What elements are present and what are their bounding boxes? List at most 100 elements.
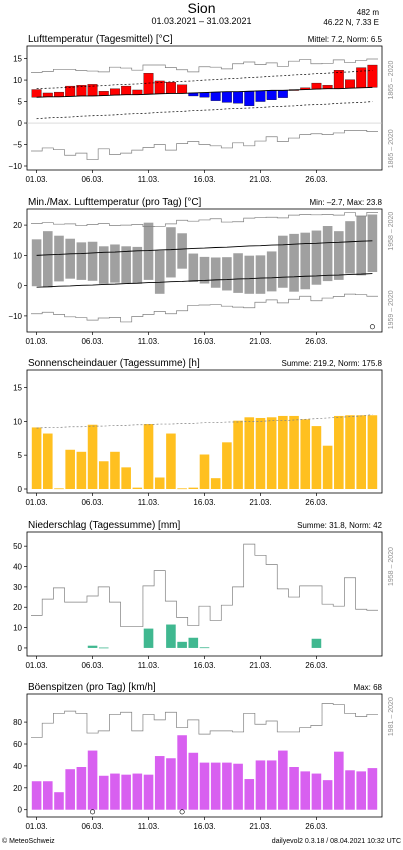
x-tick-label: 11.03.: [138, 822, 160, 831]
sunshine-bar: [143, 424, 154, 489]
record-max-line: [31, 58, 378, 73]
y-tick-label: 10: [13, 251, 22, 260]
gust-bar: [356, 771, 367, 810]
precipitation-bar: [98, 647, 109, 649]
temperature-bar: [311, 82, 322, 90]
temperature-bar: [221, 91, 232, 103]
min-max-bar: [76, 242, 87, 280]
min-max-bar: [222, 257, 232, 291]
temperature-bar: [244, 91, 255, 107]
norm-line: [36, 86, 373, 98]
gust-bar: [188, 752, 199, 810]
gust-bar: [143, 774, 154, 810]
record-max-line: [31, 212, 378, 227]
x-tick-label: 01.03.: [25, 822, 47, 831]
gust-bar: [300, 771, 311, 810]
sunshine-bar: [244, 417, 255, 489]
gust-bar: [311, 773, 322, 810]
x-tick-label: 21.03.: [249, 498, 271, 507]
x-tick-label: 21.03.: [249, 175, 271, 184]
gust-bar: [244, 779, 255, 810]
temperature-bar: [255, 90, 266, 102]
gust-bar: [266, 760, 277, 810]
coordinates-label: 46.22 N, 7.33 E: [323, 18, 379, 27]
sunshine-bar: [132, 487, 143, 489]
temperature-bar: [210, 91, 221, 101]
sunshine-bar: [233, 420, 243, 489]
side-label-top: 1958 – 2020: [388, 547, 395, 586]
sunshine-bar: [300, 419, 311, 489]
min-max-bar: [87, 241, 98, 281]
temperature-bar: [367, 64, 378, 88]
sunshine-bar: [367, 415, 378, 489]
record-min-line: [31, 293, 378, 323]
temperature-bar: [42, 92, 53, 97]
x-tick-label: 16.03.: [193, 498, 215, 507]
record-marker: [179, 809, 185, 815]
x-tick-label: 01.03.: [25, 175, 47, 184]
y-tick-label: 20: [13, 221, 22, 230]
sunshine-bar: [188, 487, 199, 489]
y-tick-label: −5: [13, 141, 23, 150]
gust-bar: [110, 773, 120, 810]
sunshine-bar: [289, 415, 299, 489]
gust-bar: [121, 774, 131, 810]
x-tick-label: 26.03.: [305, 498, 327, 507]
temperature-bar: [31, 89, 42, 98]
y-tick-label: 20: [13, 784, 22, 793]
max-norm-line: [36, 240, 373, 256]
precipitation-bar: [143, 628, 154, 648]
gust-bar: [177, 735, 187, 810]
x-tick-label: 06.03.: [81, 337, 103, 346]
temperature-bar: [277, 90, 288, 98]
gust-bar: [255, 760, 266, 810]
temperature-bar: [165, 82, 176, 94]
sunshine-bar: [65, 449, 75, 489]
chart-title: Lufttemperatur (Tagesmittel) [°C]: [28, 34, 173, 45]
min-max-bar: [367, 214, 378, 273]
precipitation-bar: [87, 645, 98, 648]
sunshine-bar: [222, 442, 232, 489]
temperature-bar: [154, 80, 165, 94]
min-max-bar: [300, 232, 311, 290]
temperature-bar: [121, 85, 132, 95]
y-tick-label: 60: [13, 740, 22, 749]
gust-bar: [98, 775, 109, 810]
min-max-bar: [98, 246, 109, 284]
period-label: 01.03.2021 – 31.03.2021: [151, 16, 252, 26]
elevation-label: 482 m: [356, 8, 379, 17]
x-tick-label: 26.03.: [305, 175, 327, 184]
min-max-bar: [210, 257, 221, 288]
gust-bar: [54, 792, 64, 810]
sunshine-bar: [177, 488, 187, 490]
x-tick-label: 11.03.: [138, 661, 160, 670]
chart-title: Niederschlag (Tagessumme) [mm]: [28, 520, 180, 531]
min-max-bar: [110, 244, 120, 283]
gust-bar: [334, 751, 344, 810]
chart-summary: Mittel: 7.2, Norm: 6.5: [308, 35, 383, 44]
gust-bar: [132, 773, 143, 810]
record-marker: [369, 324, 375, 330]
max-sunshine-line: [36, 414, 373, 429]
y-tick-label: 5: [18, 98, 23, 107]
min-max-bar: [345, 221, 355, 274]
gust-bar: [31, 781, 42, 810]
sunshine-bar: [278, 415, 288, 489]
gust-bar: [166, 758, 176, 810]
y-tick-label: 10: [13, 417, 22, 426]
gust-bar: [345, 770, 355, 810]
sunshine-bar: [255, 417, 266, 489]
gust-bar: [289, 767, 299, 810]
y-tick-label: 15: [13, 384, 22, 393]
temperature-bar: [266, 90, 277, 100]
gust-bar: [222, 762, 232, 810]
gust-bar: [322, 780, 333, 810]
side-label-bottom: 1865 – 2020: [388, 129, 395, 168]
y-tick-label: 10: [13, 76, 22, 85]
station-name: Sion: [187, 0, 216, 16]
x-tick-label: 16.03.: [193, 822, 215, 831]
gust-bar: [65, 769, 75, 810]
y-tick-label: 15: [13, 55, 22, 64]
y-tick-label: 10: [13, 624, 22, 633]
